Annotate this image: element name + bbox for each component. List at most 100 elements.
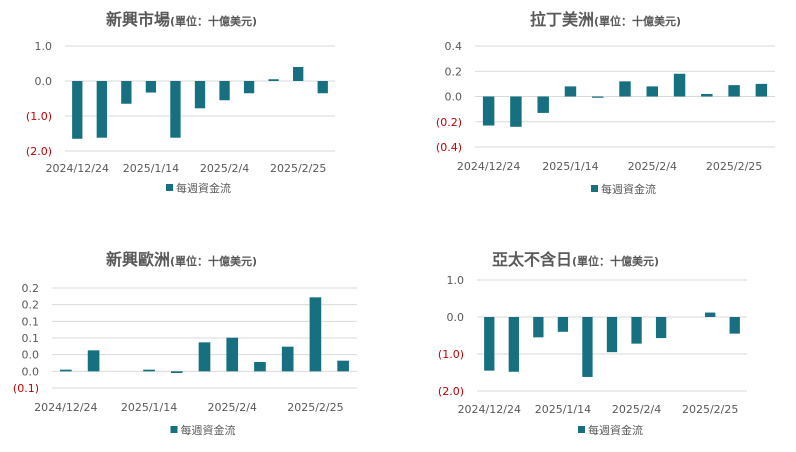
bar [309, 297, 322, 372]
bar [226, 337, 239, 372]
x-tick-label: 2025/2/25 [706, 160, 762, 173]
bar [293, 67, 304, 81]
legend-label: 每週資金流 [176, 181, 231, 195]
chart-title-unit: (單位：十億美元) [594, 15, 682, 28]
y-tick-label: 1.0 [447, 274, 465, 287]
bar [60, 369, 72, 372]
bar [145, 81, 157, 93]
bar [219, 81, 230, 101]
x-tick-label: 2025/2/4 [612, 403, 661, 416]
chart-title: 新興歐洲(單位：十億美元) [106, 246, 257, 270]
x-tick-label: 2025/1/14 [121, 401, 177, 414]
chart-title: 新興市場(單位：十億美元) [106, 6, 257, 30]
y-tick-label: 0.0 [22, 349, 40, 362]
y-tick-label: (0.2) [436, 116, 462, 129]
bar [673, 73, 686, 97]
bar [96, 81, 107, 138]
bar [337, 360, 349, 372]
x-tick-label: 2025/1/14 [123, 162, 179, 175]
y-tick-label: 1.0 [35, 40, 53, 53]
x-tick-label: 2025/1/14 [535, 403, 591, 416]
chart-title-unit: (單位：十億美元) [170, 255, 258, 268]
chart-title-unit: (單位：十億美元) [572, 255, 660, 268]
legend-swatch [578, 426, 585, 433]
bar [557, 317, 569, 332]
chart-title-main: 新興市場 [106, 10, 171, 29]
bar [482, 96, 495, 126]
y-tick-label: 0.1 [22, 315, 40, 328]
x-tick-label: 2024/12/24 [46, 162, 109, 175]
x-tick-label: 2025/2/25 [287, 401, 343, 414]
bar [728, 85, 740, 97]
bar [701, 93, 713, 97]
bar [729, 317, 740, 334]
x-tick-label: 2025/2/4 [200, 162, 249, 175]
y-tick-label: (1.0) [438, 348, 464, 361]
bar [170, 371, 183, 373]
y-tick-label: 0.0 [35, 75, 53, 88]
chart-title-main: 亞太不含日 [492, 250, 573, 269]
bar [537, 96, 549, 113]
bar [281, 346, 294, 372]
y-tick-label: (0.1) [13, 382, 39, 395]
bar [87, 350, 100, 372]
y-tick-label: (0.4) [436, 141, 462, 154]
chart-title-unit: (單位：十億美元) [170, 15, 258, 28]
bar [755, 83, 768, 97]
chart-panel-emerging-europe: 新興歐洲(單位：十億美元) 0.2 0.2 0.1 0.1 0.0 0.0 (0.1) 202… [0, 226, 398, 452]
bar [170, 81, 181, 138]
chart-panel-asia-pacific-ex-japan: 亞太不含日(單位：十億美元) 1.0 0.0 (1.0) (2.0) 2024/12/2… [398, 226, 796, 452]
chart-panel-emerging-markets: 新興市場(單位：十億美元) 1.0 0.0 (1.0) (2.0) 2024/12/24… [0, 0, 398, 226]
bar [508, 317, 519, 372]
legend-swatch [166, 184, 173, 191]
bar-chart-emerging-europe: 0.2 0.2 0.1 0.1 0.0 0.0 (0.1) 2024/12/24 2025/1/… [13, 282, 357, 437]
x-tick-label: 2024/12/24 [458, 403, 521, 416]
chart-title-main: 拉丁美洲 [530, 10, 595, 29]
y-tick-label: 0.0 [445, 91, 463, 104]
bar [655, 317, 667, 339]
y-tick-label: (1.0) [26, 110, 52, 123]
bar [631, 317, 642, 344]
bar [592, 96, 604, 98]
bar [582, 317, 593, 377]
y-tick-label: 0.0 [447, 311, 465, 324]
bar [198, 342, 211, 372]
bar [484, 317, 495, 371]
x-tick-label: 2024/12/24 [457, 160, 520, 173]
bar [646, 86, 658, 97]
y-tick-label: 0.1 [22, 332, 40, 345]
x-tick-label: 2025/2/4 [208, 401, 257, 414]
legend-label: 每週資金流 [181, 423, 236, 437]
bar [510, 96, 522, 127]
y-tick-label: (2.0) [26, 145, 52, 158]
x-tick-label: 2025/2/4 [628, 160, 677, 173]
bar [194, 81, 206, 109]
chart-title-main: 新興歐洲 [106, 250, 171, 269]
bar-chart-latin-america: 0.4 0.2 0.0 (0.2) (0.4) 2024/12/24 2025/1/14 20… [436, 40, 775, 196]
y-tick-label: 0.2 [22, 282, 40, 295]
bar [143, 369, 155, 372]
chart-panel-latin-america: 拉丁美洲(單位：十億美元) 0.4 0.2 0.0 (0.2) (0.4) 2024/12… [398, 0, 796, 226]
y-tick-label: (2.0) [438, 385, 464, 398]
x-tick-label: 2025/2/25 [682, 403, 738, 416]
legend-label: 每週資金流 [601, 182, 656, 196]
bar [619, 81, 631, 97]
bar [705, 312, 716, 317]
legend-swatch [591, 185, 598, 192]
bar [243, 81, 255, 94]
legend-swatch [170, 426, 178, 433]
y-tick-label: 0.2 [445, 65, 463, 78]
x-tick-label: 2024/12/24 [34, 401, 97, 414]
bar [121, 81, 132, 104]
y-tick-label: 0.2 [22, 299, 40, 312]
bar [606, 317, 618, 353]
x-tick-label: 2025/2/25 [270, 162, 326, 175]
bar [72, 81, 83, 139]
y-tick-label: 0.4 [445, 40, 463, 53]
bar-chart-emerging-markets: 1.0 0.0 (1.0) (2.0) 2024/12/24 2025/1/14 2025/… [26, 40, 335, 195]
y-tick-label: 0.0 [22, 365, 40, 378]
bar [254, 362, 266, 372]
x-tick-label: 2025/1/14 [542, 160, 598, 173]
bar [533, 317, 544, 338]
chart-title: 亞太不含日(單位：十億美元) [492, 246, 659, 270]
